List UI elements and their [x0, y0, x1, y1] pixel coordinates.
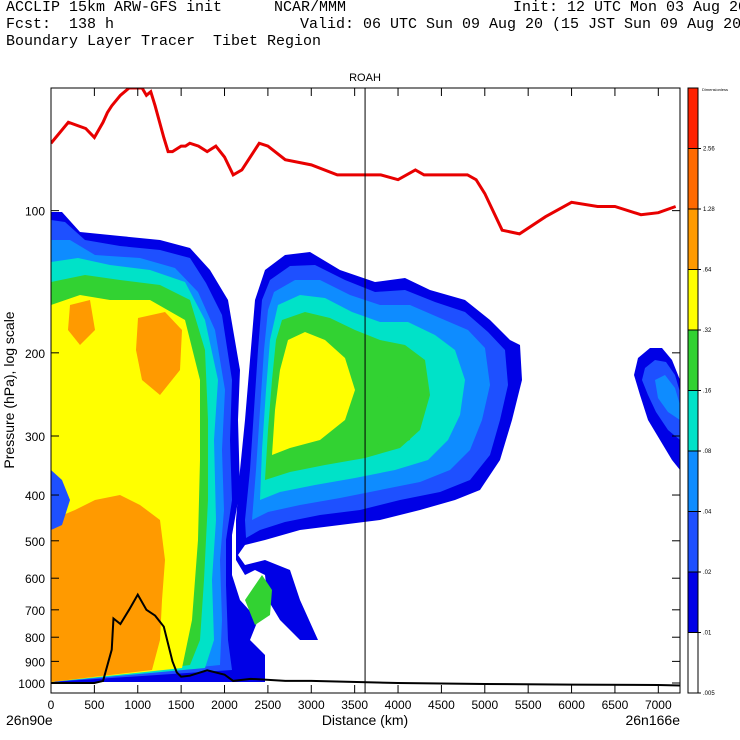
- colorbar-swatch: [688, 572, 698, 633]
- tracer-patch-orange-2: [136, 312, 182, 395]
- colorbar-level-label: .04: [703, 510, 712, 516]
- chart-title: ROAH: [349, 72, 381, 84]
- model-title: ACCLIP 15km ARW-GFS init: [6, 0, 223, 16]
- x-tick-label: 6500: [602, 698, 629, 712]
- colorbar-level-label: 2.56: [703, 147, 715, 153]
- x-tick-label: 0: [48, 698, 55, 712]
- tracer-band-yellow-center: [272, 332, 355, 455]
- x-tick-label: 4500: [428, 698, 455, 712]
- colorbar-swatch: [688, 390, 698, 451]
- colorbar-level-label: .64: [703, 268, 712, 274]
- colorbar-swatch: [688, 148, 698, 209]
- colorbar-level-label: .02: [703, 570, 712, 576]
- y-tick-label: 700: [25, 604, 45, 618]
- x-axis: 0 500 1000 1500 2000 2500 3000 3500 4000 4500 5000…: [48, 88, 672, 712]
- x-right-endpoint-label: 26n166e: [625, 712, 680, 728]
- valid-time: Valid: 06 UTC Sun 09 Aug 20 (15 JST Sun …: [300, 16, 740, 33]
- y-tick-label: 100: [25, 205, 45, 219]
- y-tick-label: 400: [25, 489, 45, 503]
- colorbar-swatch: [688, 269, 698, 330]
- x-tick-label: 2500: [255, 698, 282, 712]
- terrain-line: [51, 592, 680, 687]
- colorbar-swatch: [688, 330, 698, 391]
- colorbar: Dimensionless 2.56 1.28 .64 .32 .16 .08 .04 .02.…: [687, 87, 728, 697]
- x-axis-label: Distance (km): [322, 712, 408, 728]
- tracer-shading: [51, 88, 680, 693]
- init-time: Init: 12 UTC Mon 03 Aug 20: [513, 0, 740, 16]
- y-tick-label: 300: [25, 430, 45, 444]
- x-tick-label: 1000: [124, 698, 151, 712]
- colorbar-level-label: .08: [703, 449, 712, 455]
- y-axis-label: Pressure (hPa), log scale: [1, 311, 17, 468]
- x-tick-label: 2000: [211, 698, 238, 712]
- colorbar-swatch: [688, 632, 698, 693]
- colorbar-swatch: [688, 88, 698, 149]
- y-tick-label: 500: [25, 535, 45, 549]
- product-name: Boundary Layer Tracer Tibet Region: [6, 33, 322, 50]
- tracer-patch-orange: [68, 300, 95, 345]
- colorbar-swatch: [688, 511, 698, 572]
- tropopause-line: [51, 88, 677, 236]
- y-tick-label: 200: [25, 347, 45, 361]
- tracer-band-light-blue-east: [655, 375, 680, 420]
- tracer-band-orange: [51, 495, 165, 682]
- colorbar-swatch: [688, 209, 698, 270]
- colorbar-level-label: .01: [703, 631, 712, 637]
- colorbar-level-label: .16: [703, 389, 712, 395]
- y-tick-label: 1000: [18, 677, 45, 691]
- y-tick-label: 600: [25, 572, 45, 586]
- x-tick-label: 5000: [471, 698, 498, 712]
- colorbar-level-label: .005: [703, 691, 715, 697]
- y-tick-label: 900: [25, 655, 45, 669]
- x-left-endpoint-label: 26n90e: [6, 712, 53, 728]
- x-tick-label: 4000: [385, 698, 412, 712]
- x-tick-label: 7000: [645, 698, 672, 712]
- colorbar-swatch: [688, 451, 698, 512]
- tracer-patch-green-center: [368, 395, 412, 450]
- x-tick-label: 3500: [341, 698, 368, 712]
- colorbar-title: Dimensionless: [702, 87, 728, 92]
- y-axis: 100 200 300 400 500 600 700 800 900 1000: [18, 205, 680, 691]
- x-tick-label: 1500: [168, 698, 195, 712]
- forecast-hour: Fcst: 138 h: [6, 16, 115, 33]
- plot-frame: [50, 87, 681, 694]
- org-label: NCAR/MMM: [274, 0, 347, 16]
- x-tick-label: 3000: [298, 698, 325, 712]
- colorbar-level-label: .32: [703, 328, 712, 334]
- tracer-patch-green-south: [245, 575, 272, 625]
- x-tick-label: 500: [84, 698, 104, 712]
- y-tick-label: 800: [25, 631, 45, 645]
- colorbar-level-label: 1.28: [703, 207, 715, 213]
- x-tick-label: 6000: [558, 698, 585, 712]
- x-tick-label: 5500: [515, 698, 542, 712]
- tracer-patch-blue-west: [51, 470, 70, 530]
